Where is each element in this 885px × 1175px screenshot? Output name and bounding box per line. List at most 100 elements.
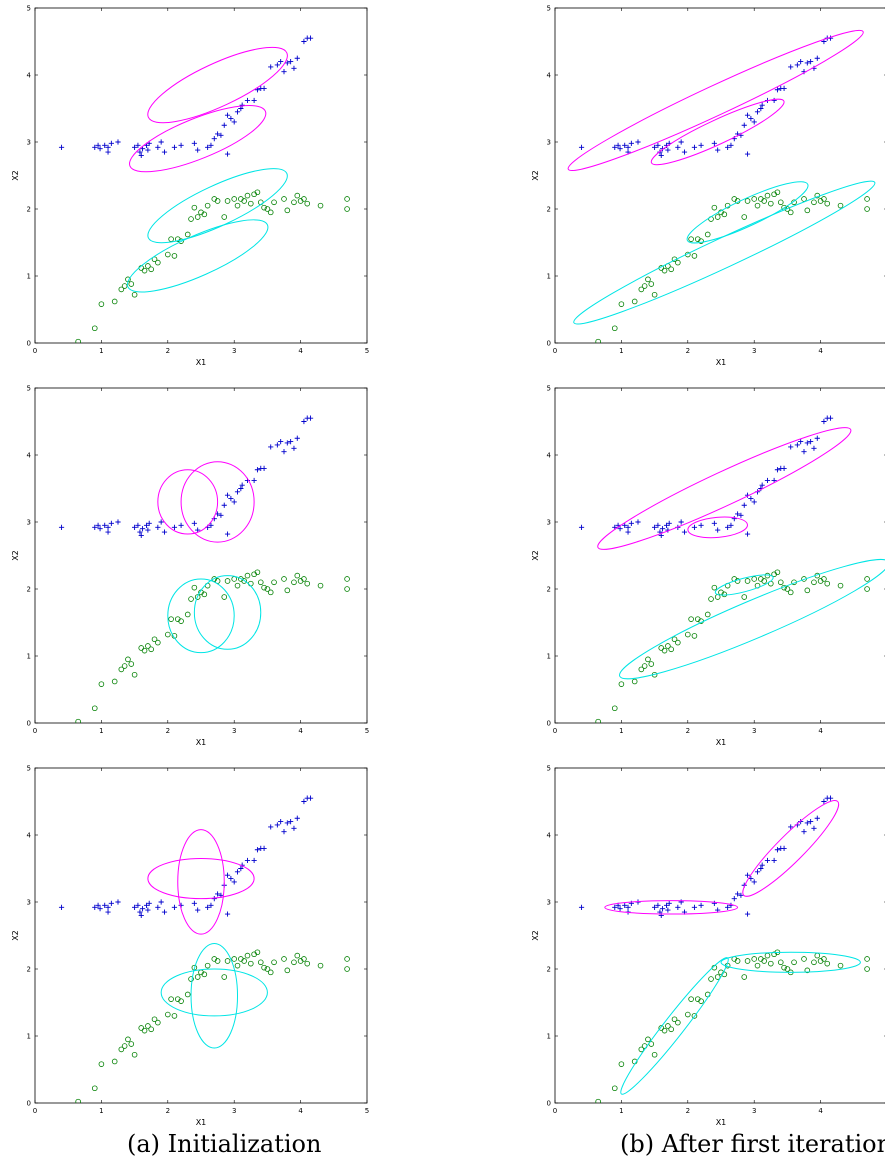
- plus-point: [105, 909, 110, 914]
- x-tick-label: 1: [619, 727, 623, 735]
- plus-point: [579, 525, 584, 530]
- x-tick-label: 1: [99, 347, 103, 355]
- plus-point: [742, 503, 747, 508]
- plus-point: [735, 891, 740, 896]
- plus-point: [215, 131, 220, 136]
- x-tick-label: 0: [553, 1107, 557, 1115]
- plus-point: [275, 62, 280, 67]
- circle-point: [689, 617, 694, 622]
- caption-right: (b) After first iteration: [620, 1130, 885, 1158]
- plus-point: [821, 419, 826, 424]
- x-axis-label: X1: [196, 358, 207, 367]
- y-tick-label: 4: [27, 832, 32, 840]
- x-tick-label: 2: [166, 1107, 170, 1115]
- circle-point: [222, 975, 227, 980]
- plus-point: [732, 516, 737, 521]
- circle-point: [155, 260, 160, 265]
- plus-point: [805, 820, 810, 825]
- y-tick-label: 5: [27, 765, 31, 773]
- plus-point: [218, 513, 223, 518]
- circle-point: [788, 210, 793, 215]
- magenta-cluster-ellipse-2: [734, 792, 847, 905]
- circle-point: [318, 963, 323, 968]
- y-axis-label: X2: [531, 170, 540, 181]
- plus-point: [308, 796, 313, 801]
- plot-frame: [555, 768, 885, 1103]
- x-tick-label: 3: [752, 347, 756, 355]
- circle-point: [865, 957, 870, 962]
- cyan-cluster-ellipse-3: [613, 952, 735, 1100]
- plus-point: [285, 820, 290, 825]
- plus-point: [238, 486, 243, 491]
- circle-point: [282, 957, 287, 962]
- x-tick-label: 2: [166, 347, 170, 355]
- x-tick-label: 2: [686, 347, 690, 355]
- circle-point: [272, 960, 277, 965]
- plus-point: [278, 819, 283, 824]
- plus-point: [675, 145, 680, 150]
- circle-point: [132, 1052, 137, 1057]
- circle-point: [185, 992, 190, 997]
- circle-point: [268, 590, 273, 595]
- plus-point: [781, 466, 786, 471]
- circle-point: [646, 1037, 651, 1042]
- circle-point: [235, 203, 240, 208]
- circle-point: [272, 200, 277, 205]
- circle-point: [235, 963, 240, 968]
- plus-point: [811, 446, 816, 451]
- y-tick-label: 4: [27, 72, 32, 80]
- circle-point: [838, 963, 843, 968]
- plus-point: [238, 866, 243, 871]
- plus-point: [801, 829, 806, 834]
- plus-point: [805, 60, 810, 65]
- plus-point: [159, 139, 164, 144]
- x-tick-label: 1: [619, 347, 623, 355]
- circle-point: [232, 957, 237, 962]
- circle-point: [248, 581, 253, 586]
- circle-point: [652, 292, 657, 297]
- magenta-cluster-ellipse-2: [122, 93, 273, 185]
- y-tick-label: 5: [27, 5, 31, 13]
- circle-point: [195, 975, 200, 980]
- plus-point: [255, 847, 260, 852]
- circle-point: [126, 1037, 131, 1042]
- data-layer: [579, 414, 885, 724]
- circle-point: [642, 664, 647, 669]
- plus-point: [155, 905, 160, 910]
- plus-point: [232, 879, 237, 884]
- plus-point: [109, 901, 114, 906]
- caption-left: (a) Initialization: [127, 1130, 321, 1158]
- circle-point: [659, 646, 664, 651]
- plus-point: [140, 526, 145, 531]
- plus-point: [698, 903, 703, 908]
- plus-point: [635, 519, 640, 524]
- plus-point: [815, 436, 820, 441]
- circle-point: [752, 197, 757, 202]
- circle-point: [99, 302, 104, 307]
- plus-point: [732, 896, 737, 901]
- plus-point: [145, 907, 150, 912]
- plus-point: [788, 444, 793, 449]
- plus-point: [679, 519, 684, 524]
- plus-point: [748, 496, 753, 501]
- x-tick-label: 5: [365, 727, 369, 735]
- plus-point: [162, 909, 167, 914]
- plus-point: [245, 98, 250, 103]
- circle-point: [169, 997, 174, 1002]
- circle-point: [292, 960, 297, 965]
- plus-point: [268, 824, 273, 829]
- plus-point: [815, 816, 820, 821]
- circle-point: [165, 1012, 170, 1017]
- x-tick-label: 5: [365, 1107, 369, 1115]
- plus-point: [660, 906, 665, 911]
- plus-point: [795, 442, 800, 447]
- circle-point: [169, 617, 174, 622]
- plus-point: [225, 493, 230, 498]
- circle-point: [649, 282, 654, 287]
- plus-point: [281, 449, 286, 454]
- circle-point: [165, 252, 170, 257]
- circle-point: [295, 573, 300, 578]
- plus-point: [288, 819, 293, 824]
- x-tick-label: 4: [818, 1107, 823, 1115]
- plus-point: [218, 133, 223, 138]
